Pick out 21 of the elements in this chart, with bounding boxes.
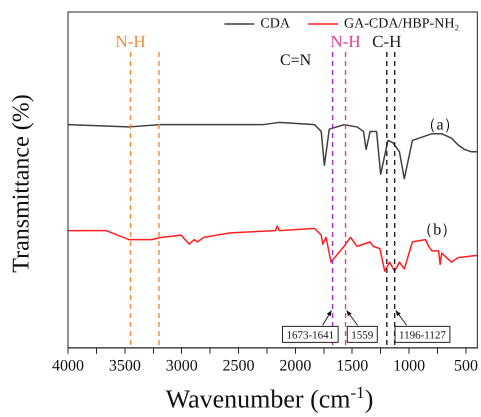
ref-line-label: C-H — [372, 32, 402, 51]
annotation: 1196-1127 — [399, 329, 446, 342]
annotation: （b） — [417, 221, 458, 238]
ref-line-label: N-H — [330, 32, 361, 51]
legend-label: CDA — [260, 16, 291, 32]
x-tick-label: 3000 — [166, 358, 198, 375]
annotation: 1673-1641 — [286, 329, 334, 342]
y-axis-title: Transmittance (%) — [8, 93, 36, 275]
x-tick-label: 3500 — [108, 358, 141, 375]
x-tick-label: 1500 — [336, 358, 368, 375]
x-tick-label: 1000 — [393, 358, 426, 375]
x-tick-label: 4000 — [52, 358, 84, 375]
annotation: （a） — [420, 116, 460, 134]
ref-line-label: N-H — [115, 32, 146, 51]
x-tick-label: 2000 — [279, 358, 312, 375]
text: C=N — [280, 52, 312, 69]
x-axis-title: Wavenumber (cm$^{-1}$) — [164, 383, 374, 415]
legend-label: GA-CDA/HBP-NH₂ — [344, 16, 460, 32]
annotation: 1559 — [351, 329, 374, 342]
x-tick-label: 2500 — [222, 358, 255, 375]
x-tick-label: 500 — [454, 358, 478, 375]
